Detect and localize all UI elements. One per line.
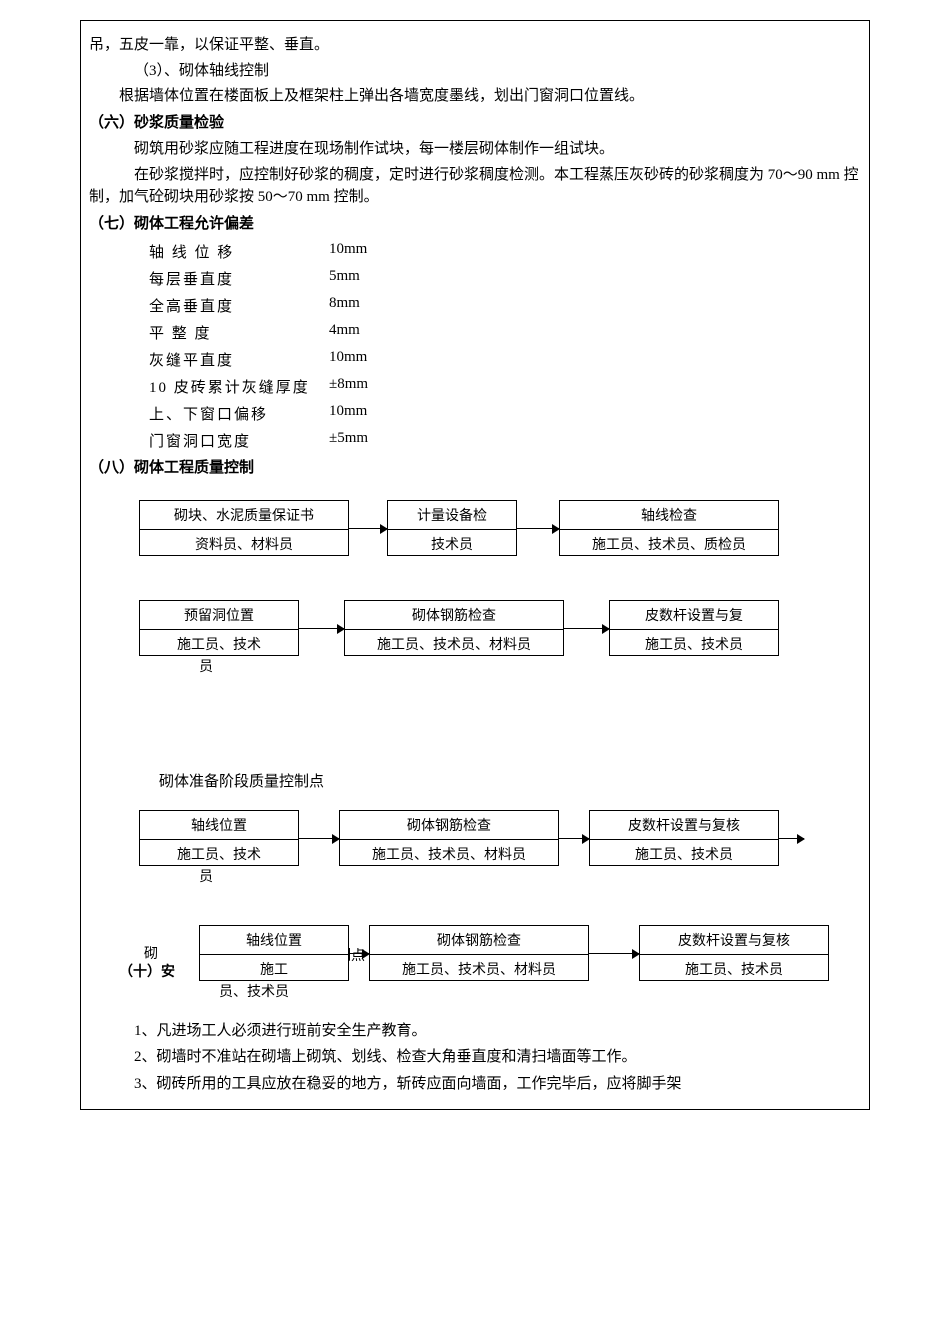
tolerance-row: 平 整 度4mm	[89, 322, 861, 343]
flow-box-bottom: 技术员	[388, 530, 516, 558]
tolerance-label: 10 皮砖累计灰缝厚度	[149, 376, 329, 397]
flow-box-bottom: 施工员、技术员	[590, 840, 778, 868]
arrow-icon	[517, 528, 559, 529]
flow-box: 砌块、水泥质量保证书资料员、材料员	[139, 500, 349, 556]
flow-box-top: 轴线位置	[200, 926, 348, 955]
tolerance-row: 10 皮砖累计灰缝厚度±8mm	[89, 376, 861, 397]
flow-box-top: 轴线位置	[140, 811, 298, 840]
tolerance-label: 每层垂直度	[149, 268, 329, 289]
sec10-title: （十）安	[119, 961, 175, 981]
flow-box-top: 皮数杆设置与复	[610, 601, 778, 630]
fragment-text: 砌	[144, 943, 158, 963]
flow-box: 轴线检查施工员、技术员、质检员	[559, 500, 779, 556]
tolerance-value: ±5mm	[329, 430, 368, 451]
arrow-icon	[349, 953, 369, 954]
flow-box-bottom: 施工员、技术	[140, 840, 298, 868]
flow-box: 砌体钢筋检查施工员、技术员、材料员	[344, 600, 564, 656]
arrow-icon	[299, 838, 339, 839]
flow-box-bottom: 施工	[200, 955, 348, 983]
flow-box-top: 轴线检查	[560, 501, 778, 530]
sec8-title: （八）砌体工程质量控制	[89, 457, 861, 480]
flow-box: 皮数杆设置与复施工员、技术员	[609, 600, 779, 656]
tolerance-row: 门窗洞口宽度±5mm	[89, 430, 861, 451]
flow-box-bottom: 施工员、技术员、材料员	[370, 955, 588, 983]
flow-box-top: 皮数杆设置与复核	[590, 811, 778, 840]
tolerance-label: 门窗洞口宽度	[149, 430, 329, 451]
flow-box-top: 计量设备检	[388, 501, 516, 530]
flowchart-area: 砌体准备阶段质量控制点 砌 制点 （十）安 员 员 员、技术员 砌块、水泥质量保…	[129, 500, 861, 1120]
fragment-text: 员、技术员	[219, 981, 289, 1001]
flow-box-bottom: 施工员、技术员、材料员	[345, 630, 563, 658]
document-page: 吊，五皮一靠，以保证平整、垂直。 （3）、砌体轴线控制 根据墙体位置在楼面板上及…	[80, 20, 870, 1110]
flow-box-bottom: 施工员、技术员、质检员	[560, 530, 778, 558]
tolerance-value: 5mm	[329, 268, 360, 289]
flow-box: 砌体钢筋检查施工员、技术员、材料员	[369, 925, 589, 981]
tolerance-row: 每层垂直度5mm	[89, 268, 861, 289]
flow-box-top: 砌体钢筋检查	[345, 601, 563, 630]
tolerance-value: 10mm	[329, 349, 367, 370]
flow-box-top: 皮数杆设置与复核	[640, 926, 828, 955]
tolerance-label: 上、下窗口偏移	[149, 403, 329, 424]
tolerance-label: 全高垂直度	[149, 295, 329, 316]
tolerance-label: 轴 线 位 移	[149, 241, 329, 262]
flow-caption-1: 砌体准备阶段质量控制点	[159, 770, 324, 791]
flow-box: 皮数杆设置与复核施工员、技术员	[639, 925, 829, 981]
fragment-text: 员	[199, 656, 213, 676]
flow-box-bottom: 施工员、技术员	[610, 630, 778, 658]
flow-box-bottom: 施工员、技术员、材料员	[340, 840, 558, 868]
flow-box-top: 砌块、水泥质量保证书	[140, 501, 348, 530]
flow-box-bottom: 资料员、材料员	[140, 530, 348, 558]
sec7-title: （七）砌体工程允许偏差	[89, 213, 861, 236]
tolerance-row: 灰缝平直度10mm	[89, 349, 861, 370]
flow-box: 轴线位置施工员、技术	[139, 810, 299, 866]
flow-box-top: 砌体钢筋检查	[340, 811, 558, 840]
tolerance-table: 轴 线 位 移10mm每层垂直度5mm全高垂直度8mm平 整 度4mm灰缝平直度…	[89, 241, 861, 451]
flow-box-bottom: 施工员、技术	[140, 630, 298, 658]
intro-line: 吊，五皮一靠，以保证平整、垂直。	[89, 34, 861, 57]
sec6-title: （六）砂浆质量检验	[89, 112, 861, 135]
tolerance-label: 灰缝平直度	[149, 349, 329, 370]
arrow-icon	[299, 628, 344, 629]
tolerance-label: 平 整 度	[149, 322, 329, 343]
tolerance-value: 4mm	[329, 322, 360, 343]
sub3-title: （3）、砌体轴线控制	[89, 60, 861, 83]
arrow-icon	[589, 953, 639, 954]
tolerance-value: 8mm	[329, 295, 360, 316]
flow-box: 轴线位置施工	[199, 925, 349, 981]
sec6-p2: 在砂浆搅拌时，应控制好砂浆的稠度，定时进行砂浆稠度检测。本工程蒸压灰砂砖的砂浆稠…	[89, 164, 861, 209]
flow-box-top: 预留洞位置	[140, 601, 298, 630]
flow-box: 预留洞位置施工员、技术	[139, 600, 299, 656]
tolerance-row: 上、下窗口偏移10mm	[89, 403, 861, 424]
flow-box: 砌体钢筋检查施工员、技术员、材料员	[339, 810, 559, 866]
tolerance-row: 全高垂直度8mm	[89, 295, 861, 316]
arrow-icon	[564, 628, 609, 629]
tolerance-row: 轴 线 位 移10mm	[89, 241, 861, 262]
flow-box: 计量设备检技术员	[387, 500, 517, 556]
flow-box-bottom: 施工员、技术员	[640, 955, 828, 983]
tolerance-value: 10mm	[329, 241, 367, 262]
arrow-icon	[779, 838, 804, 839]
sec6-p1: 砌筑用砂浆应随工程进度在现场制作试块，每一楼层砌体制作一组试块。	[89, 138, 861, 161]
sub3-body: 根据墙体位置在楼面板上及框架柱上弹出各墙宽度墨线，划出门窗洞口位置线。	[89, 85, 861, 108]
fragment-text: 员	[199, 866, 213, 886]
tolerance-value: ±8mm	[329, 376, 368, 397]
tolerance-value: 10mm	[329, 403, 367, 424]
arrow-icon	[349, 528, 387, 529]
arrow-icon	[559, 838, 589, 839]
flow-box: 皮数杆设置与复核施工员、技术员	[589, 810, 779, 866]
flow-box-top: 砌体钢筋检查	[370, 926, 588, 955]
